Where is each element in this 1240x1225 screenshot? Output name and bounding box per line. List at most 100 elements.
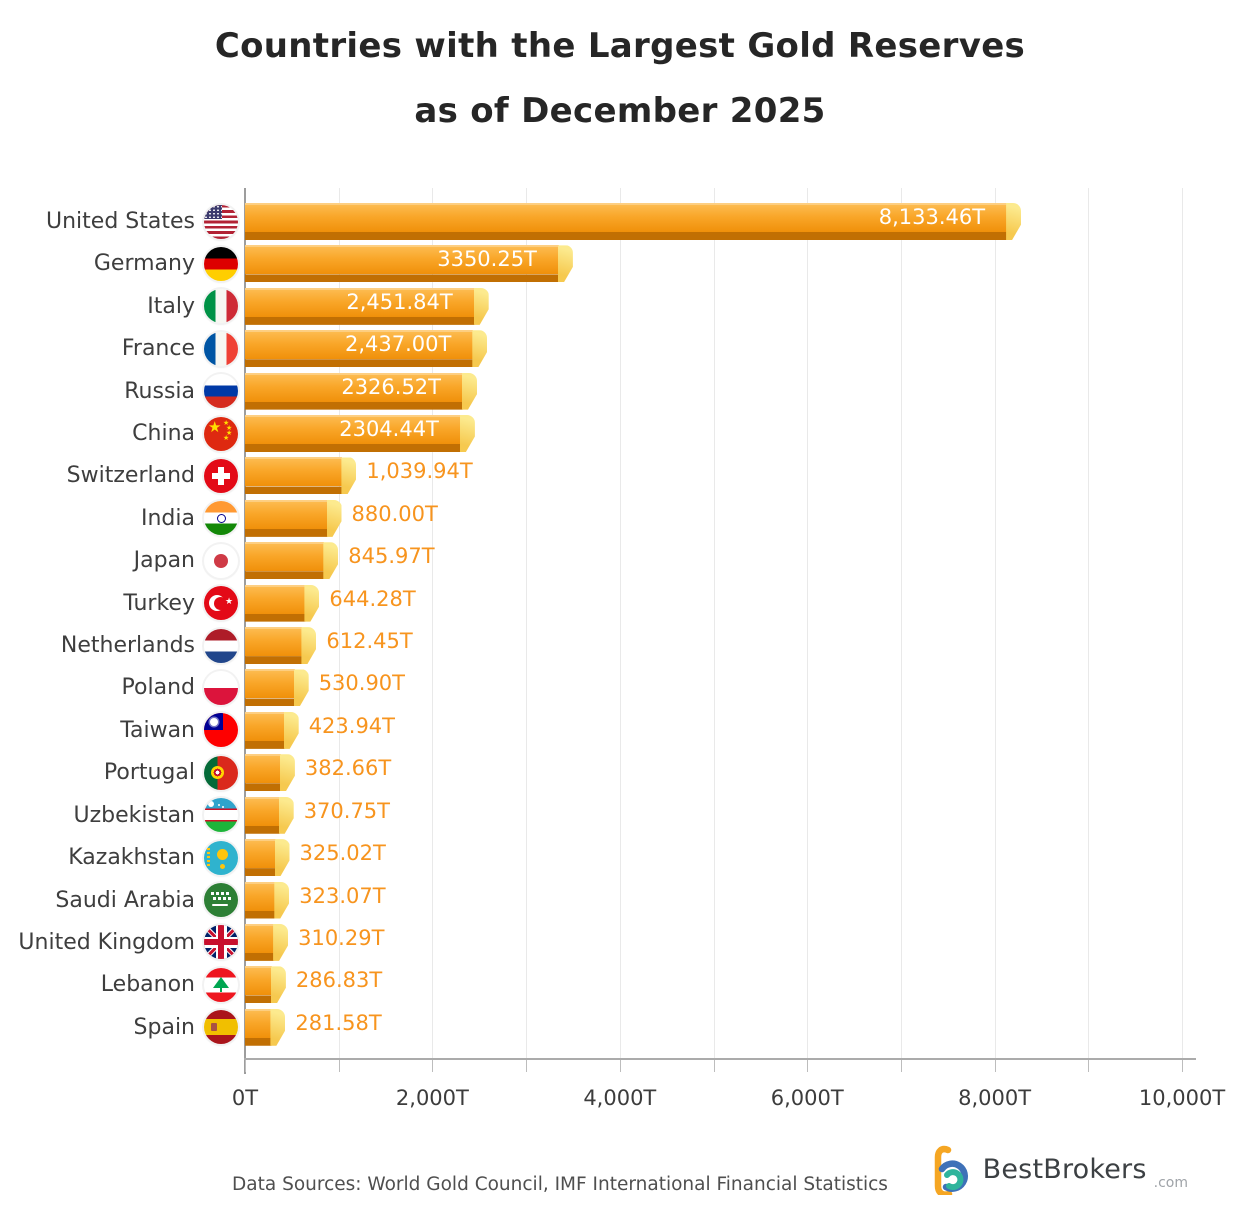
chart-row: Switzerland 1,039.94T	[67, 455, 1182, 497]
axis-tick	[338, 1060, 340, 1072]
bar-body	[245, 287, 475, 317]
value-label: 2,437.00T	[344, 332, 452, 357]
gold-bar: 612.45T	[245, 627, 413, 665]
x-axis-line	[244, 1058, 1196, 1060]
tr-flag-icon: ★	[204, 586, 238, 621]
bar-base-shadow	[245, 868, 283, 876]
nl-flag-icon	[204, 628, 238, 663]
chart-row: Uzbekistan 370.75T	[73, 795, 1182, 837]
axis-tick	[994, 1060, 996, 1072]
bar-body	[245, 881, 276, 911]
bar-end-facet	[278, 796, 294, 834]
pt-flag-icon	[204, 755, 238, 790]
es-flag-icon	[204, 1010, 238, 1045]
value-label: 323.07T	[299, 883, 386, 908]
value-label: 370.75T	[303, 798, 390, 823]
bar-base-shadow	[245, 529, 335, 537]
country-label-group: Poland	[122, 669, 238, 706]
country-label-group: Portugal	[104, 754, 238, 791]
country-label: Uzbekistan	[73, 802, 195, 828]
chart-row: France 2,437.00T	[122, 328, 1182, 370]
gridline	[619, 188, 621, 1060]
value-label: 2304.44T	[339, 417, 439, 442]
chart-row: United States 8,133.46T	[46, 201, 1182, 243]
country-label: Poland	[121, 675, 195, 701]
chart-title-line1: Countries with the Largest Gold Reserves	[214, 26, 1026, 66]
gridline	[526, 188, 528, 1060]
country-label-group: Saudi Arabia	[55, 882, 238, 919]
bar-base-shadow	[245, 656, 309, 664]
country-label: Spain	[133, 1014, 195, 1040]
axis-tick	[1182, 1060, 1183, 1072]
country-label: Germany	[93, 251, 195, 277]
brand-name: BestBrokers	[982, 1153, 1147, 1185]
chart-row: Turkey ★ 644.28T	[123, 583, 1182, 625]
bar-base-shadow	[245, 614, 312, 622]
pl-flag-icon	[204, 670, 238, 705]
axis-tick	[619, 1060, 621, 1072]
axis-tick	[245, 1060, 246, 1072]
bar-end-facet	[323, 542, 339, 580]
country-label-group: Netherlands	[61, 627, 238, 664]
bar-base-shadow	[245, 317, 482, 325]
gold-bar: 2,437.00T	[245, 330, 488, 368]
country-label: Russia	[124, 378, 195, 404]
kz-flag-icon	[204, 840, 238, 875]
chart-row: Portugal 382.66T	[104, 752, 1182, 794]
chart-row: Japan 845.97T	[134, 540, 1182, 582]
country-label-group: Russia	[124, 373, 238, 410]
bar-base-shadow	[245, 1038, 278, 1046]
us-canton	[204, 204, 222, 219]
bar-body	[245, 372, 463, 402]
country-label: Portugal	[103, 760, 195, 786]
gold-bar: 423.94T	[245, 711, 395, 749]
gold-bar: 644.28T	[245, 584, 416, 622]
gold-bar: 325.02T	[245, 839, 386, 877]
chart-row: Saudi Arabia 323.07T	[55, 880, 1182, 922]
chart-row: Kazakhstan 325.02T	[68, 837, 1182, 879]
value-label: 8,133.46T	[878, 205, 986, 229]
gold-bar: 530.90T	[245, 669, 405, 707]
gold-bar: 3350.25T	[245, 245, 573, 283]
gold-bar: 370.75T	[245, 796, 390, 834]
chart-title: Countries with the Largest Gold Reserves…	[0, 14, 1240, 144]
gold-bar: 880.00T	[245, 499, 438, 537]
country-label: Italy	[147, 293, 195, 319]
gold-bar: 2304.44T	[245, 415, 475, 453]
country-label-group: China ★ ★ ★ ★ ★	[132, 415, 238, 452]
bar-body	[245, 203, 1008, 232]
chart-row: Poland 530.90T	[122, 667, 1182, 709]
gridline	[432, 188, 434, 1060]
sa-flag-icon	[204, 883, 238, 917]
value-label: 845.97T	[348, 544, 435, 569]
value-label: 2,451.84T	[346, 289, 453, 314]
country-label: Taiwan	[120, 717, 195, 743]
bar-body	[245, 839, 276, 869]
gold-bar: 323.07T	[245, 881, 386, 919]
chart-row: India 880.00T	[141, 498, 1182, 540]
bar-base-shadow	[245, 571, 331, 579]
value-label: 2326.52T	[341, 374, 441, 399]
bar-body	[245, 966, 272, 996]
bar-end-facet	[274, 839, 290, 877]
bestbrokers-logo: BestBrokers .com	[934, 1143, 1188, 1195]
country-label-group: Lebanon	[101, 966, 238, 1003]
axis-tick-label: 8,000T	[958, 1086, 1032, 1110]
bar-body	[245, 245, 559, 275]
bar-base-shadow	[245, 783, 288, 791]
bar-base-shadow	[245, 826, 287, 834]
country-label: Switzerland	[66, 463, 195, 489]
bar-body	[245, 711, 285, 741]
axis-tick	[432, 1060, 434, 1072]
country-label: Kazakhstan	[68, 845, 195, 871]
country-label: Lebanon	[100, 972, 195, 998]
us-flag-icon	[204, 204, 238, 239]
country-label: United Kingdom	[18, 929, 195, 955]
bar-body	[245, 796, 280, 826]
bar-end-facet	[326, 499, 342, 537]
it-flag-icon	[204, 289, 238, 324]
bar-end-facet	[270, 966, 286, 1004]
bar-end-facet	[274, 881, 290, 919]
ch-flag-icon	[204, 458, 238, 493]
